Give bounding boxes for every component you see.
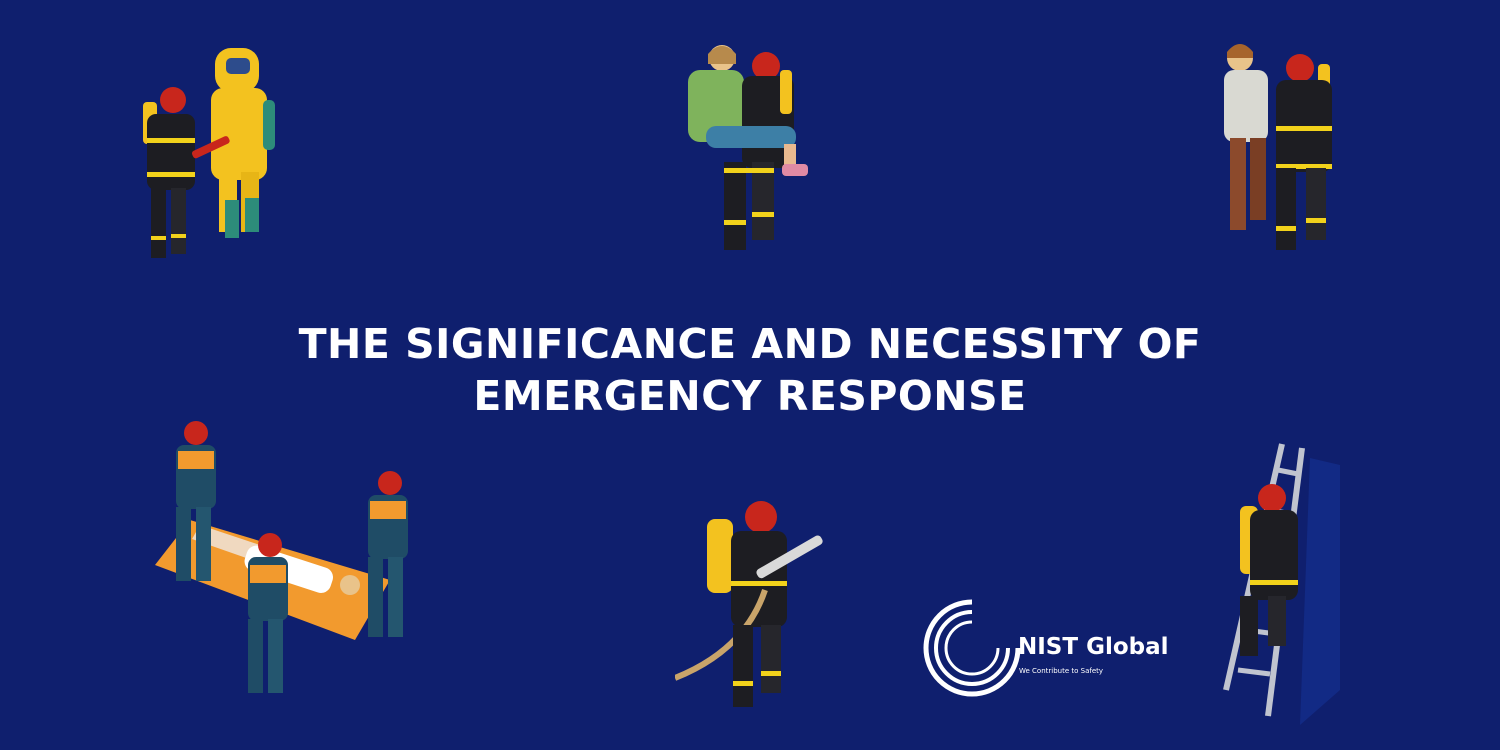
firefighter-ladder-illustration [1223,443,1340,725]
firefighter-assisting-person-illustration [1224,44,1332,250]
headline-line-2: EMERGENCY RESPONSE [473,372,1027,420]
medics-stretcher-illustration [155,421,408,693]
logo-name: NIST Global [1018,634,1169,660]
firefighter-hazmat-illustration [143,48,275,258]
firefighter-carrying-person-illustration [688,45,808,250]
headline: THE SIGNIFICANCE AND NECESSITY OF EMERGE… [0,318,1500,422]
firefighter-hose-illustration [675,501,823,707]
nist-global-logo: NIST Global We Contribute to Safety [922,598,1169,698]
headline-line-1: THE SIGNIFICANCE AND NECESSITY OF [298,320,1202,368]
logo-ring-icon [923,599,1021,697]
logo-tagline: We Contribute to Safety [1019,667,1104,675]
